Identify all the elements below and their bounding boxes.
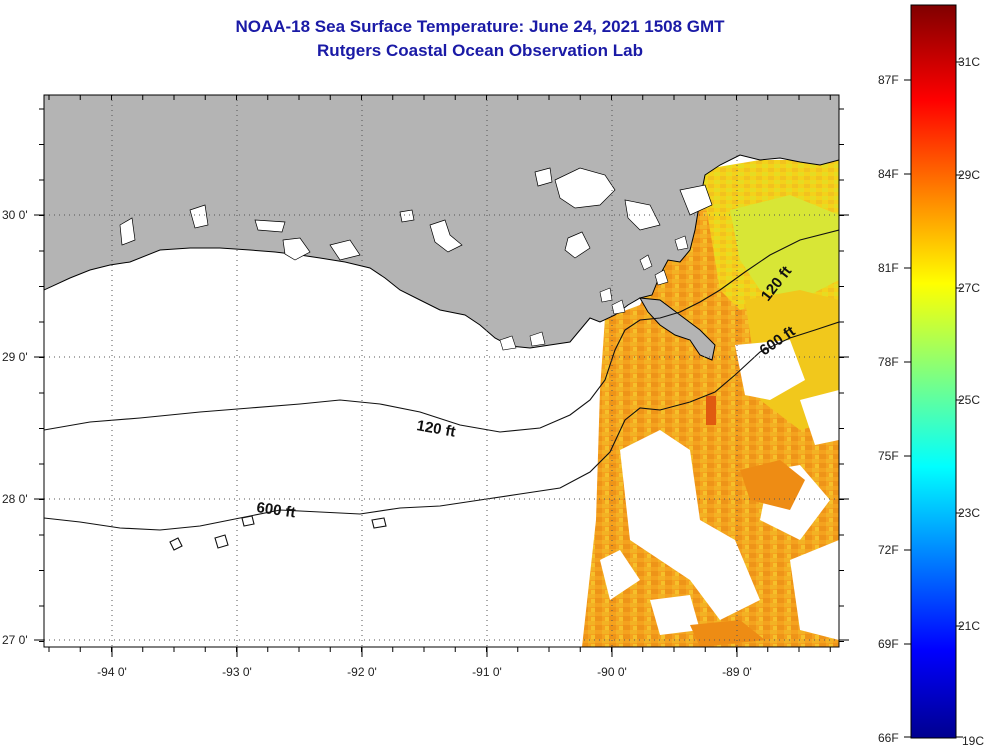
cb-f-69: 69F (878, 637, 899, 651)
colorbar-gradient (910, 4, 957, 739)
cb-f-66: 66F (878, 731, 899, 745)
colorbar-ticks (904, 61, 963, 738)
sst-swath (582, 160, 839, 647)
cb-c-19: 19C (962, 734, 984, 748)
contour-label-600ft-west: 600 ft (255, 499, 296, 521)
cb-c-25: 25C (958, 393, 980, 407)
inland-lakes (119, 167, 713, 261)
cb-f-72: 72F (878, 543, 899, 557)
cb-c-21: 21C (958, 619, 980, 633)
cb-c-27: 27C (958, 281, 980, 295)
contour-120ft (44, 229, 839, 433)
cb-c-29: 29C (958, 168, 980, 182)
cb-f-78: 78F (878, 355, 899, 369)
lon-label-94: -94 0' (97, 665, 127, 679)
map-title: NOAA-18 Sea Surface Temperature: June 24… (235, 17, 725, 36)
marsh-fragments (499, 235, 689, 351)
map-subtitle: Rutgers Coastal Ocean Observation Lab (317, 41, 643, 60)
lon-label-90: -90 0' (597, 665, 627, 679)
lat-label-29: 29 0' (2, 350, 28, 364)
cb-c-31: 31C (958, 55, 980, 69)
graticule (44, 95, 839, 647)
lat-label-27: 27 0' (2, 633, 28, 647)
depth-contours (44, 229, 839, 551)
contour-600ft (44, 321, 839, 531)
lon-label-93: -93 0' (222, 665, 252, 679)
lat-label-30: 30 0' (2, 208, 28, 222)
cb-f-75: 75F (878, 449, 899, 463)
lon-label-89: -89 0' (722, 665, 752, 679)
cb-f-87: 87F (878, 73, 899, 87)
cb-f-84: 84F (878, 167, 899, 181)
lat-label-28: 28 0' (2, 492, 28, 506)
cb-c-23: 23C (958, 506, 980, 520)
lon-label-92: -92 0' (347, 665, 377, 679)
cb-f-81: 81F (878, 261, 899, 275)
lon-label-91: -91 0' (472, 665, 502, 679)
contour-label-120ft-west: 120 ft (415, 417, 457, 441)
minor-ticks (39, 95, 844, 652)
